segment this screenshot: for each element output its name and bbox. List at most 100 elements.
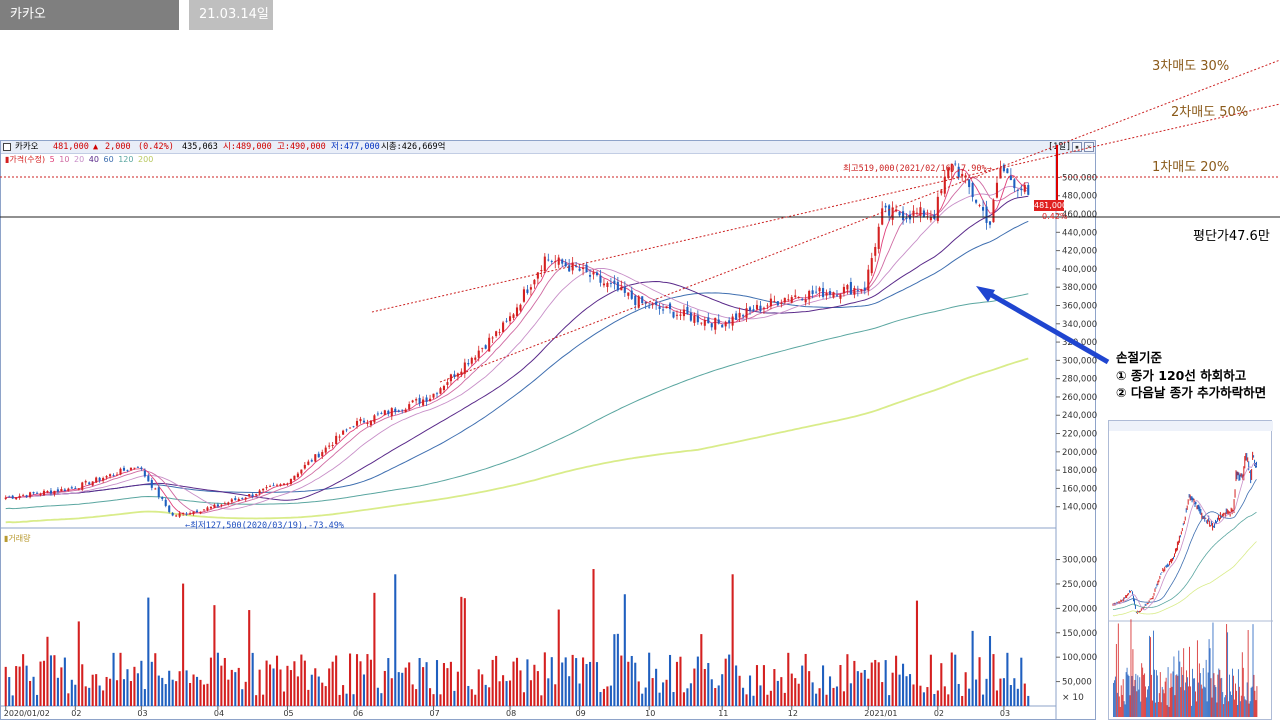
select-checkbox[interactable] (3, 143, 11, 151)
candle-body (470, 357, 473, 364)
thumb-volume-bar (1243, 696, 1245, 717)
thumb-volume-bar (1162, 689, 1164, 717)
volume-bar (804, 653, 807, 706)
candle-body (195, 510, 199, 513)
low-annotation: ←최저127,500(2020/03/19),-73.49% (185, 521, 344, 531)
thumb-volume-bar (1115, 643, 1117, 717)
volume-bar (140, 660, 143, 706)
candle-body (602, 283, 605, 286)
candle-body (519, 304, 522, 311)
candle-body (314, 454, 317, 462)
volume-bar (49, 655, 52, 706)
thumb-volume-bar (1180, 687, 1182, 717)
volume-bar (759, 685, 762, 706)
change-arrow: ▲ (93, 142, 99, 152)
volume-bar (950, 652, 953, 706)
volume-bar (613, 634, 616, 706)
maximize-icon[interactable]: ▪ (1072, 142, 1082, 152)
volume-bar (968, 688, 971, 706)
volume-bar (547, 678, 550, 706)
thumb-volume-bar (1143, 674, 1145, 717)
thumb-volume-bar (1163, 693, 1165, 717)
current-pct-marker: 0.42% (1042, 212, 1068, 221)
thumb-volume-bar (1133, 686, 1135, 717)
volume-bar (435, 660, 439, 706)
volume-bar (564, 657, 567, 706)
stock-tab[interactable]: 카카오 (0, 0, 179, 30)
volume-bar (585, 664, 588, 706)
volume-bar (209, 657, 212, 706)
sell-3-trendline (439, 59, 1280, 383)
candle-body (554, 261, 557, 262)
volume-bar (244, 681, 247, 706)
volume-bar (668, 654, 672, 706)
candle-body (307, 461, 310, 465)
volume-bar (961, 695, 964, 706)
candle-body (832, 292, 835, 298)
thumb-volume-bar (1140, 701, 1142, 717)
volume-bar (995, 690, 999, 706)
volume-bar (265, 660, 268, 706)
candle-body (296, 473, 299, 478)
moving-averages (5, 168, 1029, 524)
period-button[interactable]: [1일] (1048, 142, 1072, 152)
volume-bar (822, 665, 825, 706)
thumb-volume-bar (1120, 685, 1122, 717)
thumb-volume-bar (1213, 673, 1215, 717)
candle-body (582, 267, 585, 270)
volume-bar (324, 686, 327, 706)
candle-body (359, 418, 362, 422)
candle-body (84, 481, 87, 483)
volume-bar (206, 683, 209, 706)
thumb-volume-bar (1182, 674, 1184, 717)
candle-body (752, 309, 755, 312)
candle-body (60, 488, 63, 492)
volume-bar (70, 679, 73, 706)
volume-bar (662, 682, 665, 706)
x-tick-label: 07 (430, 709, 440, 718)
candle-body (627, 292, 630, 296)
y-tick-label: 400,000 (1062, 265, 1097, 275)
candle-body (331, 444, 334, 446)
thumb-volume-bar (1141, 663, 1143, 717)
volume-multiplier: × 10 (1062, 693, 1084, 703)
candle-body (957, 166, 960, 178)
volume-bar (731, 574, 734, 706)
volume-bar (397, 672, 400, 706)
volume-bar (150, 661, 153, 706)
volume-bar (895, 655, 898, 706)
volume-bar (616, 633, 619, 706)
thumb-volume-bar (1177, 675, 1179, 717)
volume-bar (275, 655, 279, 706)
candle-body (856, 290, 859, 291)
vol-tick-label: 250,000 (1062, 580, 1097, 590)
volume-bar (863, 669, 866, 706)
volume-bar (1006, 652, 1009, 706)
volume-bar (655, 668, 658, 706)
candle-body (509, 316, 512, 322)
thumb-volume-bar (1194, 678, 1195, 717)
candle-body (975, 199, 978, 203)
volume-bar (571, 654, 574, 706)
stock-name: 카카오 (15, 142, 39, 152)
thumb-volume-bar (1160, 702, 1162, 717)
candle-body (272, 485, 275, 487)
thumb-volume-bar (1178, 650, 1180, 717)
thumb-volume-bar (1224, 697, 1226, 717)
volume-bar (582, 657, 585, 706)
x-tick-label: 06 (353, 709, 363, 718)
candle-body (623, 287, 626, 293)
volume-bar (95, 674, 98, 706)
sell-2-trendline (371, 103, 1280, 313)
volume-bar (811, 682, 814, 706)
candle-body (227, 502, 230, 505)
volume-bar (557, 609, 560, 706)
volume-bar (230, 669, 233, 706)
candle-body (884, 205, 887, 208)
volume-bar (975, 679, 978, 706)
volume-bar (359, 661, 362, 706)
thumb-volume-bar (1136, 691, 1138, 717)
candle-body (881, 208, 884, 225)
volume-bar (773, 669, 776, 706)
thumb-volume-bar (1167, 667, 1169, 717)
